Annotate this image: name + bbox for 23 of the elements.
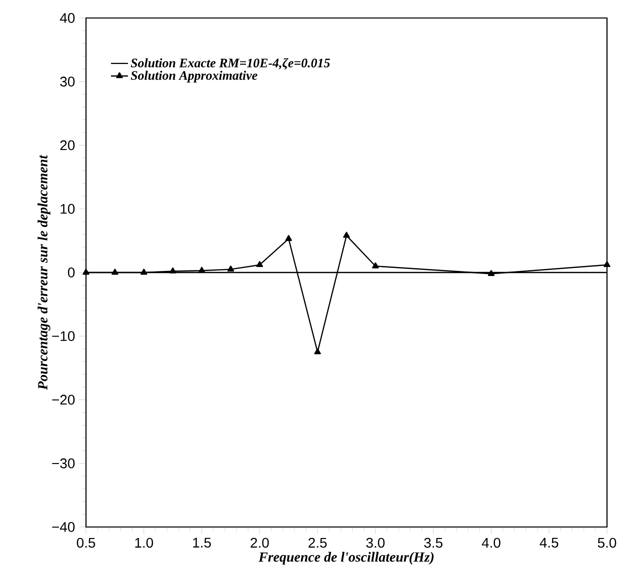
y-tick-label: 10 xyxy=(60,204,75,214)
y-tick-label: −30 xyxy=(52,458,75,468)
x-tick-label: 0.5 xyxy=(76,538,96,548)
x-tick-label: 4.5 xyxy=(540,538,558,548)
y-tick-label: 20 xyxy=(60,140,75,150)
y-tick-label: 0 xyxy=(68,268,75,278)
x-tick-label: 1.0 xyxy=(135,538,154,548)
legend-label: Solution Exacte RM=10E-4,ζe=0.015 xyxy=(130,58,330,70)
x-tick-label: 1.5 xyxy=(193,538,211,548)
x-tick-label: 3.5 xyxy=(424,538,442,548)
x-tick-label: 3.0 xyxy=(366,538,385,548)
y-tick-label: −20 xyxy=(52,394,75,405)
x-tick-label: 5.0 xyxy=(598,538,616,548)
y-tick-label: −40 xyxy=(52,522,75,532)
y-tick-label: −10 xyxy=(52,331,75,342)
y-tick-label: 30 xyxy=(60,76,75,87)
x-tick-label: 2.5 xyxy=(308,538,327,548)
x-tick-label: 4.0 xyxy=(482,538,500,548)
y-tick-label: 40 xyxy=(60,13,75,23)
y-axis-title: Pourcentage d'erreur sur le deplacement xyxy=(38,154,50,390)
x-axis-title: Frequence de l'oscillateur(Hz) xyxy=(258,552,434,565)
legend-label: Solution Approximative xyxy=(130,70,258,82)
x-tick-label: 2.0 xyxy=(250,538,269,548)
